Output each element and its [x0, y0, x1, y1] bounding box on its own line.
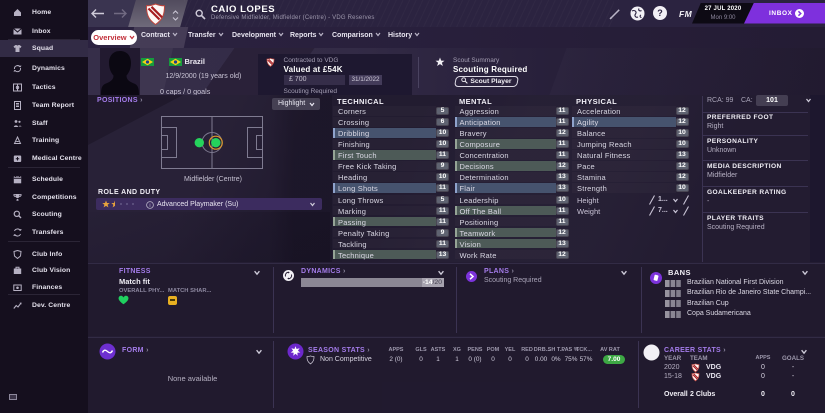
svg-text:i: i [149, 203, 150, 209]
